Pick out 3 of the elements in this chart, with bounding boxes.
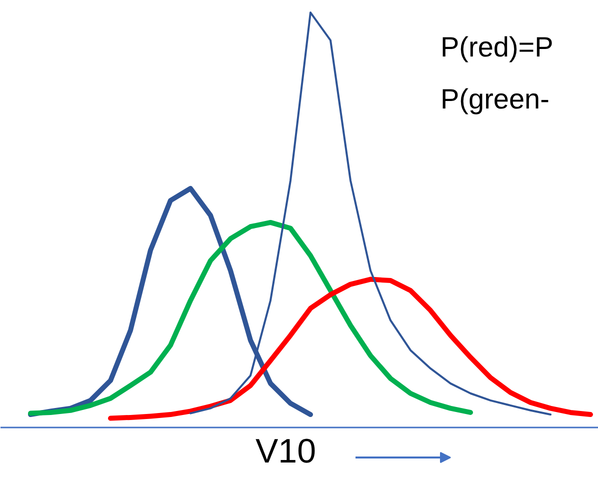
- x-axis-title: V10: [256, 432, 316, 470]
- annotation: P(green-: [440, 84, 550, 114]
- annotation: P(red)=P: [440, 32, 554, 62]
